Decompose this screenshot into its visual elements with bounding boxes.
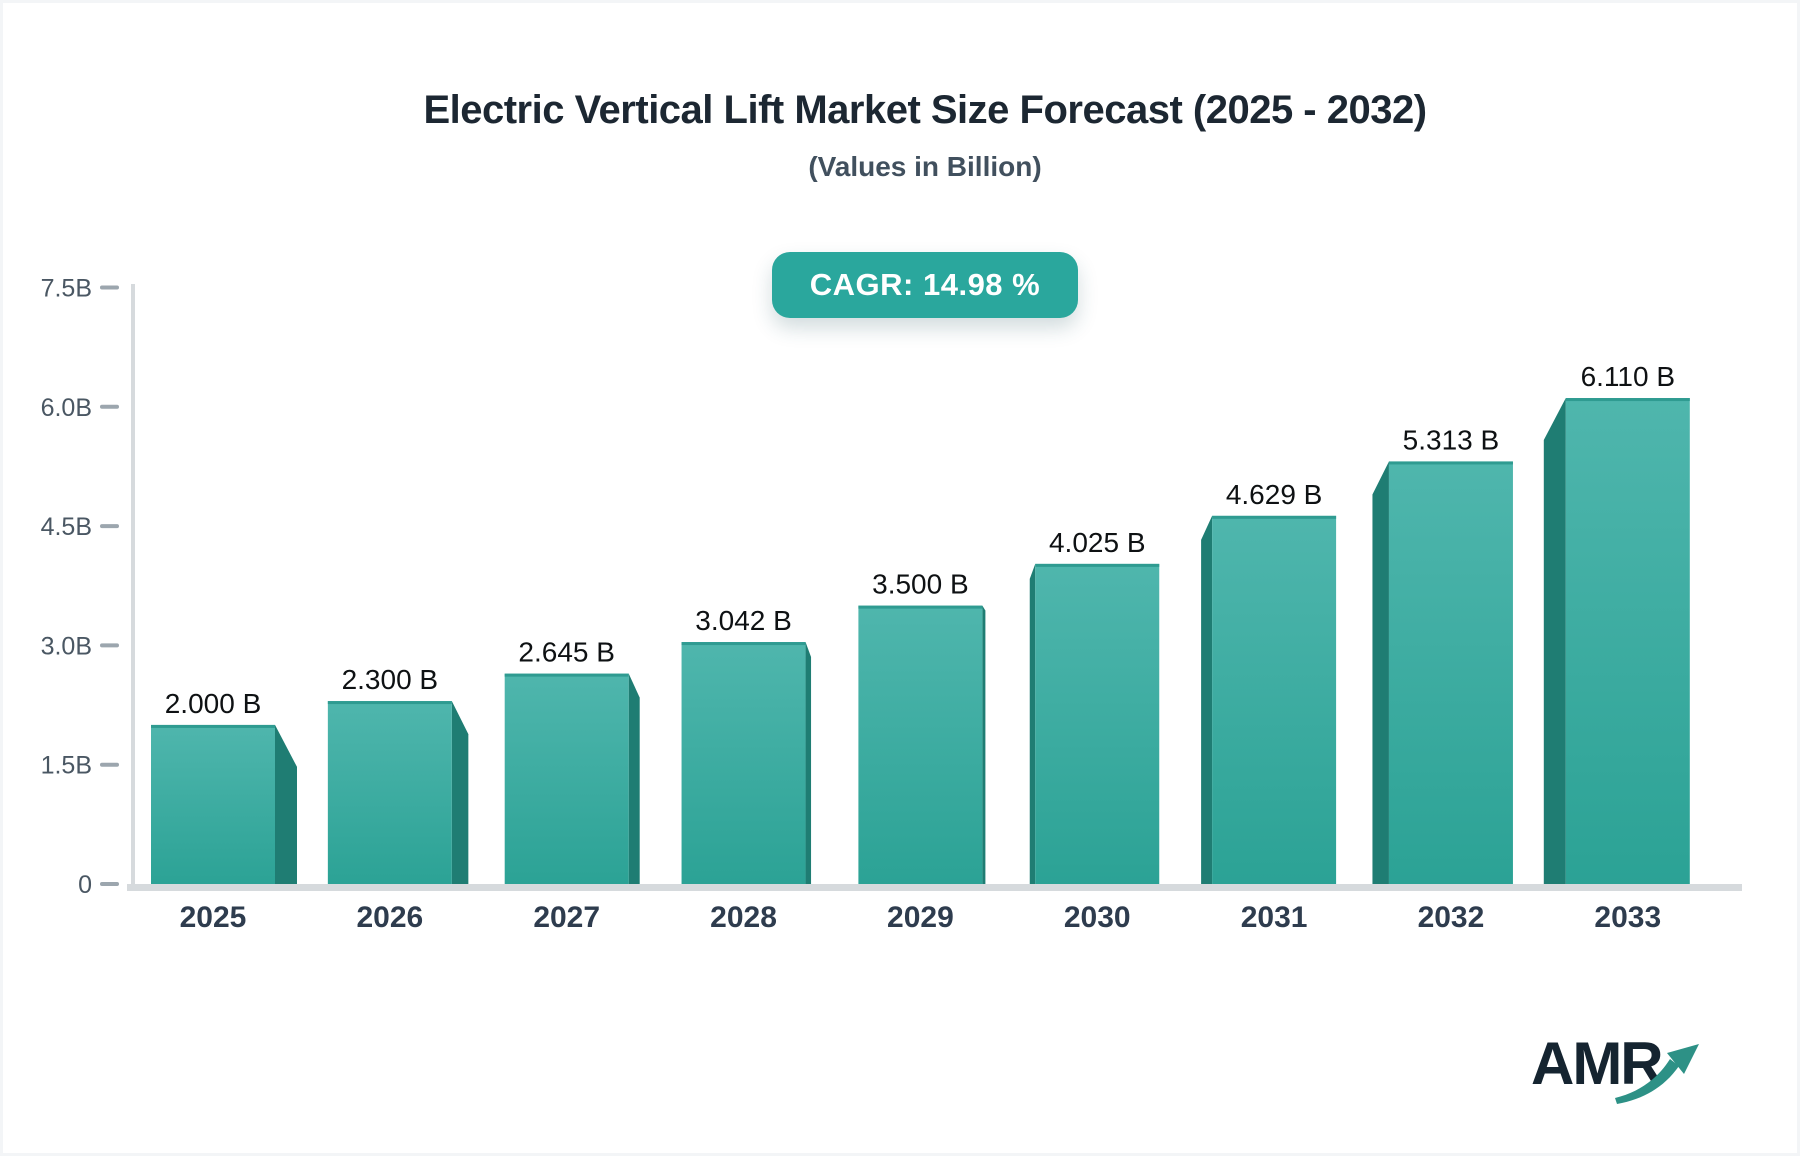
y-tick-label: 1.5B xyxy=(41,752,92,780)
bar-top-edge xyxy=(1565,398,1690,402)
y-tick-mark xyxy=(100,524,119,529)
y-tick-mark xyxy=(100,285,119,290)
bar-top-edge xyxy=(151,724,275,728)
x-tick-label: 2030 xyxy=(1064,901,1131,934)
bar-top-edge xyxy=(858,605,983,609)
bar xyxy=(681,642,806,887)
x-tick-label: 2029 xyxy=(887,901,954,934)
bar-value-label: 4.025 B xyxy=(1049,527,1146,558)
bar-value-label: 2.000 B xyxy=(165,688,262,719)
bar-top-edge xyxy=(1388,461,1513,465)
bar-top-edge xyxy=(1212,515,1337,519)
bar-value-label: 6.110 B xyxy=(1581,361,1675,392)
logo-text: AMR xyxy=(1531,1030,1664,1097)
bar xyxy=(1035,563,1160,887)
bar-side-face xyxy=(805,642,812,887)
badge-row: CAGR: 14.98 % xyxy=(50,252,1800,318)
amr-logo: AMR xyxy=(1531,1034,1711,1118)
x-tick-label: 2028 xyxy=(710,901,777,934)
bar-top-edge xyxy=(504,673,629,677)
chart-layer: 0 1.5B 3.0B 4.5B 6.0B 7.5B 2.000 B 2025 2.300 B 2… xyxy=(41,275,1742,934)
y-tick-label: 4.5B xyxy=(41,513,92,541)
y-tick-label: 3.0B xyxy=(41,632,92,660)
bar-side-face xyxy=(628,673,640,887)
bar-value-label: 4.629 B xyxy=(1226,479,1323,510)
bar xyxy=(327,701,452,887)
x-tick-label: 2033 xyxy=(1594,901,1661,934)
y-tick-mark xyxy=(100,762,119,767)
y-tick-mark xyxy=(100,643,119,648)
x-axis-line xyxy=(127,884,1742,891)
y-tick-mark xyxy=(100,404,119,409)
growth-arrow-icon xyxy=(1615,1044,1699,1104)
bar-value-label: 3.500 B xyxy=(872,569,969,600)
bar-side-face xyxy=(275,724,297,887)
y-tick-mark xyxy=(100,882,119,886)
chart-header: Electric Vertical Lift Market Size Forec… xyxy=(50,88,1800,183)
bar xyxy=(1388,461,1513,887)
x-tick-label: 2027 xyxy=(533,901,600,934)
bar-side-face xyxy=(1201,515,1213,887)
bar-value-label: 5.313 B xyxy=(1403,424,1500,455)
bar xyxy=(504,673,629,887)
y-tick-label: 0 xyxy=(78,871,92,899)
bar-side-face xyxy=(1543,398,1566,887)
bar xyxy=(1212,515,1337,887)
bar-top-edge xyxy=(681,642,806,646)
cagr-badge: CAGR: 14.98 % xyxy=(771,252,1079,318)
y-axis-line xyxy=(131,284,135,884)
bar-side-face xyxy=(1029,563,1036,887)
bar-top-edge xyxy=(1035,563,1160,567)
x-tick-label: 2026 xyxy=(356,901,423,934)
bar-side-face xyxy=(1372,461,1389,887)
bar xyxy=(1565,398,1690,887)
bar-side-face xyxy=(451,701,469,887)
y-tick-label: 6.0B xyxy=(41,394,92,422)
bar-side-face xyxy=(982,605,986,887)
bar-value-label: 2.300 B xyxy=(342,664,439,695)
bar-value-label: 2.645 B xyxy=(518,637,615,668)
chart-subtitle: (Values in Billion) xyxy=(808,151,1042,182)
page-title: Electric Vertical Lift Market Size Forec… xyxy=(423,88,1427,132)
x-tick-label: 2031 xyxy=(1241,901,1308,934)
x-tick-label: 2025 xyxy=(180,901,247,934)
bar-value-label: 3.042 B xyxy=(695,605,792,636)
y-tick-label: 7.5B xyxy=(41,275,92,303)
bar xyxy=(151,724,275,887)
x-tick-label: 2032 xyxy=(1418,901,1485,934)
bar-top-edge xyxy=(327,701,452,705)
bar xyxy=(858,605,983,887)
